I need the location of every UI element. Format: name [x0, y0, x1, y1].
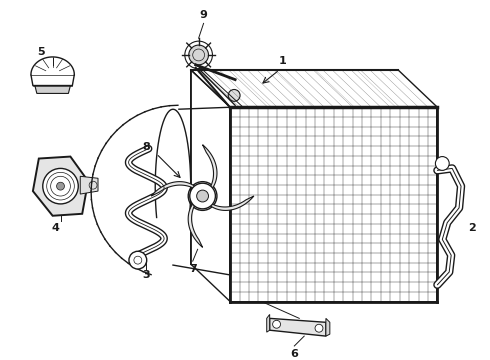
Polygon shape	[270, 318, 326, 336]
Circle shape	[56, 182, 65, 190]
Circle shape	[272, 320, 280, 328]
Text: 3: 3	[143, 270, 150, 280]
Text: 9: 9	[199, 10, 207, 21]
Polygon shape	[35, 86, 71, 94]
Polygon shape	[80, 176, 98, 194]
Circle shape	[315, 324, 323, 332]
Text: 4: 4	[51, 222, 59, 233]
Text: 6: 6	[291, 349, 298, 359]
Text: 1: 1	[279, 56, 286, 66]
Circle shape	[190, 183, 216, 209]
Polygon shape	[188, 202, 202, 247]
Circle shape	[196, 190, 209, 202]
Circle shape	[129, 251, 147, 269]
Polygon shape	[33, 157, 88, 216]
Polygon shape	[208, 196, 254, 211]
Text: 8: 8	[143, 142, 150, 152]
Polygon shape	[202, 145, 217, 190]
Circle shape	[189, 45, 209, 65]
Circle shape	[228, 90, 240, 101]
Text: 7: 7	[189, 264, 196, 274]
Polygon shape	[326, 318, 330, 336]
Circle shape	[436, 157, 449, 170]
Polygon shape	[151, 181, 197, 196]
Text: 5: 5	[37, 47, 45, 57]
Text: 2: 2	[468, 222, 476, 233]
Circle shape	[43, 168, 78, 204]
Polygon shape	[267, 314, 270, 332]
